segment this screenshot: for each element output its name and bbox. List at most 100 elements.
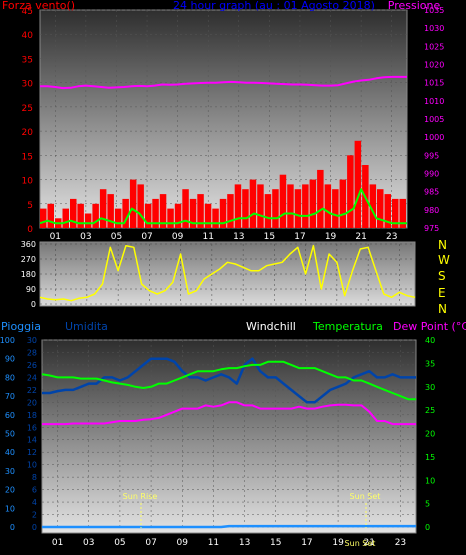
y-tick-pressure: 1000 bbox=[424, 133, 444, 142]
y-tick-temp: 10 bbox=[27, 461, 37, 470]
y-tick-temp: 2 bbox=[32, 511, 37, 520]
y-tick-temp: 22 bbox=[27, 386, 37, 395]
x-tick-label: 09 bbox=[177, 538, 189, 548]
dewpoint-line bbox=[42, 401, 416, 426]
pressure-axis-label: Pressione bbox=[388, 0, 441, 12]
y-tick-temp: 26 bbox=[27, 361, 37, 370]
x-tick-label: 23 bbox=[395, 538, 406, 548]
sunrise-label: Sun Rise bbox=[123, 492, 158, 501]
sunset-axis-label: Sun Set bbox=[345, 539, 376, 548]
wind-bar bbox=[377, 189, 384, 228]
y-tick-temp: 14 bbox=[27, 436, 37, 445]
wind-bar bbox=[197, 194, 204, 228]
temperature-axis-label: Temperatura bbox=[312, 320, 383, 333]
y-tick-right: 30 bbox=[425, 383, 435, 392]
x-tick-label: 01 bbox=[50, 232, 61, 242]
y-tick-direction: 90 bbox=[26, 285, 36, 294]
y-tick-rain: 100 bbox=[0, 336, 15, 345]
compass-s: S bbox=[438, 269, 446, 283]
y-tick-rain: 70 bbox=[5, 392, 15, 401]
y-tick-wind: 30 bbox=[22, 80, 34, 90]
y-tick-right: 15 bbox=[425, 453, 435, 462]
humidity-line bbox=[42, 357, 416, 404]
compass-e: E bbox=[438, 286, 446, 300]
y-tick-pressure: 1025 bbox=[424, 42, 444, 51]
x-tick-label: 23 bbox=[386, 232, 397, 242]
compass-w: W bbox=[438, 253, 450, 267]
wind-bar bbox=[287, 184, 294, 228]
wind-bar bbox=[70, 198, 77, 228]
sunset-label: Sun Set bbox=[350, 492, 381, 501]
wind-bar bbox=[347, 155, 354, 228]
y-tick-temp: 16 bbox=[27, 423, 37, 432]
y-tick-right: 10 bbox=[425, 476, 435, 485]
x-tick-label: 09 bbox=[172, 232, 184, 242]
wind-bar bbox=[354, 140, 362, 228]
y-tick-temp: 18 bbox=[27, 411, 37, 420]
wind-bar bbox=[129, 179, 137, 228]
y-tick-pressure: 1035 bbox=[424, 6, 444, 15]
y-tick-pressure: 980 bbox=[424, 206, 439, 215]
y-tick-rain: 30 bbox=[5, 467, 15, 476]
dewpoint-axis-label: Dew Point (°C) bbox=[393, 320, 466, 333]
windchill-axis-label: Windchill bbox=[246, 320, 296, 333]
y-tick-pressure: 995 bbox=[424, 151, 439, 160]
wind-bar bbox=[309, 179, 317, 228]
wind-bar bbox=[40, 208, 47, 228]
wind-bar bbox=[174, 203, 182, 228]
x-tick-label: 17 bbox=[294, 232, 305, 242]
y-tick-rain: 20 bbox=[5, 486, 15, 495]
wind-bar bbox=[264, 194, 272, 228]
y-tick-rain: 60 bbox=[5, 411, 15, 420]
y-tick-direction: 180 bbox=[21, 270, 36, 279]
wind-bar bbox=[219, 198, 227, 228]
y-tick-right: 5 bbox=[425, 500, 430, 509]
wind-bar bbox=[159, 194, 167, 228]
chart-title: 24 hour graph (au : 01 Agosto 2018) bbox=[173, 0, 375, 12]
wind-bar bbox=[107, 194, 114, 228]
y-tick-rain: 40 bbox=[5, 448, 15, 457]
wind-bar bbox=[324, 184, 332, 228]
y-tick-wind: 35 bbox=[22, 55, 33, 65]
y-tick-temp: 6 bbox=[32, 486, 37, 495]
wind-bar bbox=[332, 189, 339, 228]
y-tick-pressure: 1030 bbox=[424, 24, 444, 33]
y-tick-pressure: 1020 bbox=[424, 61, 444, 70]
wind-bar bbox=[182, 189, 189, 228]
wind-bar bbox=[84, 213, 92, 228]
x-tick-label: 21 bbox=[364, 538, 375, 548]
y-tick-wind: 10 bbox=[22, 177, 34, 187]
wind-bar bbox=[152, 198, 159, 228]
x-tick-label: 07 bbox=[145, 538, 156, 548]
wind-bar bbox=[144, 203, 152, 228]
y-tick-pressure: 985 bbox=[424, 188, 439, 197]
wind-axis-label: Forza vento() bbox=[2, 0, 75, 12]
y-tick-wind: 40 bbox=[22, 31, 34, 41]
rain-line bbox=[42, 524, 416, 529]
y-tick-temp: 20 bbox=[27, 398, 37, 407]
wind-bar bbox=[212, 208, 219, 228]
wind-bar bbox=[369, 184, 377, 228]
y-tick-rain: 90 bbox=[5, 355, 15, 364]
y-tick-rain: 0 bbox=[10, 523, 15, 532]
y-tick-right: 40 bbox=[425, 336, 435, 345]
y-tick-right: 25 bbox=[425, 406, 435, 415]
x-tick-label: 11 bbox=[202, 232, 213, 242]
y-tick-pressure: 1005 bbox=[424, 115, 444, 124]
y-tick-pressure: 1010 bbox=[424, 97, 444, 106]
wind-bar bbox=[167, 208, 174, 228]
wind-bar bbox=[257, 184, 264, 228]
y-tick-direction: 360 bbox=[21, 240, 36, 249]
x-tick-label: 17 bbox=[301, 538, 312, 548]
wind-bar bbox=[99, 189, 107, 228]
wind-bar bbox=[249, 179, 257, 228]
y-tick-right: 0 bbox=[425, 523, 430, 532]
y-tick-temp: 0 bbox=[32, 523, 37, 532]
wind-bar bbox=[279, 174, 287, 228]
y-tick-wind: 5 bbox=[27, 201, 33, 211]
y-tick-wind: 0 bbox=[27, 225, 33, 235]
x-tick-label: 15 bbox=[270, 538, 281, 548]
direction-panel-bg bbox=[39, 241, 416, 307]
y-tick-temp: 24 bbox=[27, 373, 37, 382]
